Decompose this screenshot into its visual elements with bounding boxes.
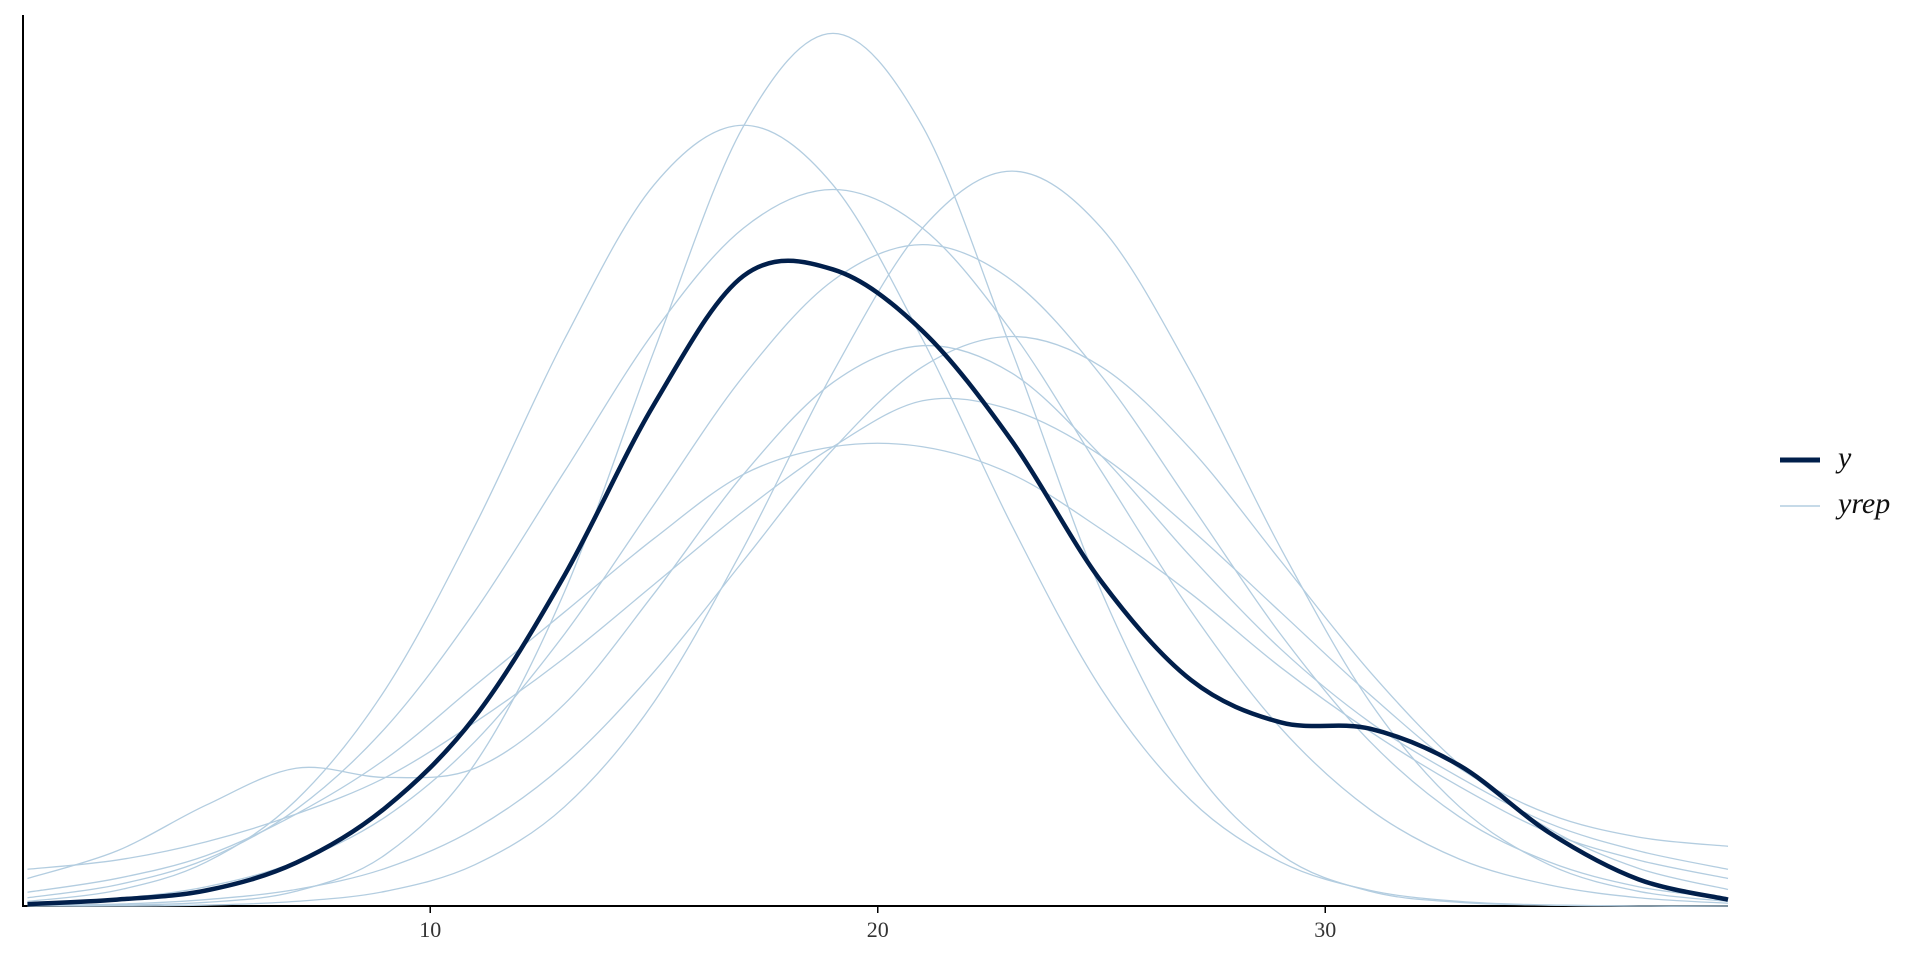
x-tick-label: 20 bbox=[867, 917, 889, 942]
rep-density-line bbox=[27, 397, 1729, 870]
rep-density-line bbox=[27, 170, 1729, 907]
rep-density-line bbox=[27, 32, 1729, 907]
x-tick-label: 30 bbox=[1314, 917, 1336, 942]
rep-density-line bbox=[27, 344, 1729, 880]
rep-density-line bbox=[27, 124, 1729, 907]
rep-density-line bbox=[27, 442, 1729, 893]
rep-density-line bbox=[27, 243, 1729, 904]
legend-label: yrep bbox=[1835, 487, 1890, 520]
rep-density-line bbox=[27, 335, 1729, 906]
density-line bbox=[27, 258, 1729, 907]
x-tick-label: 10 bbox=[419, 917, 441, 942]
legend-label: y bbox=[1835, 441, 1852, 474]
rep-density-line bbox=[27, 188, 1729, 904]
